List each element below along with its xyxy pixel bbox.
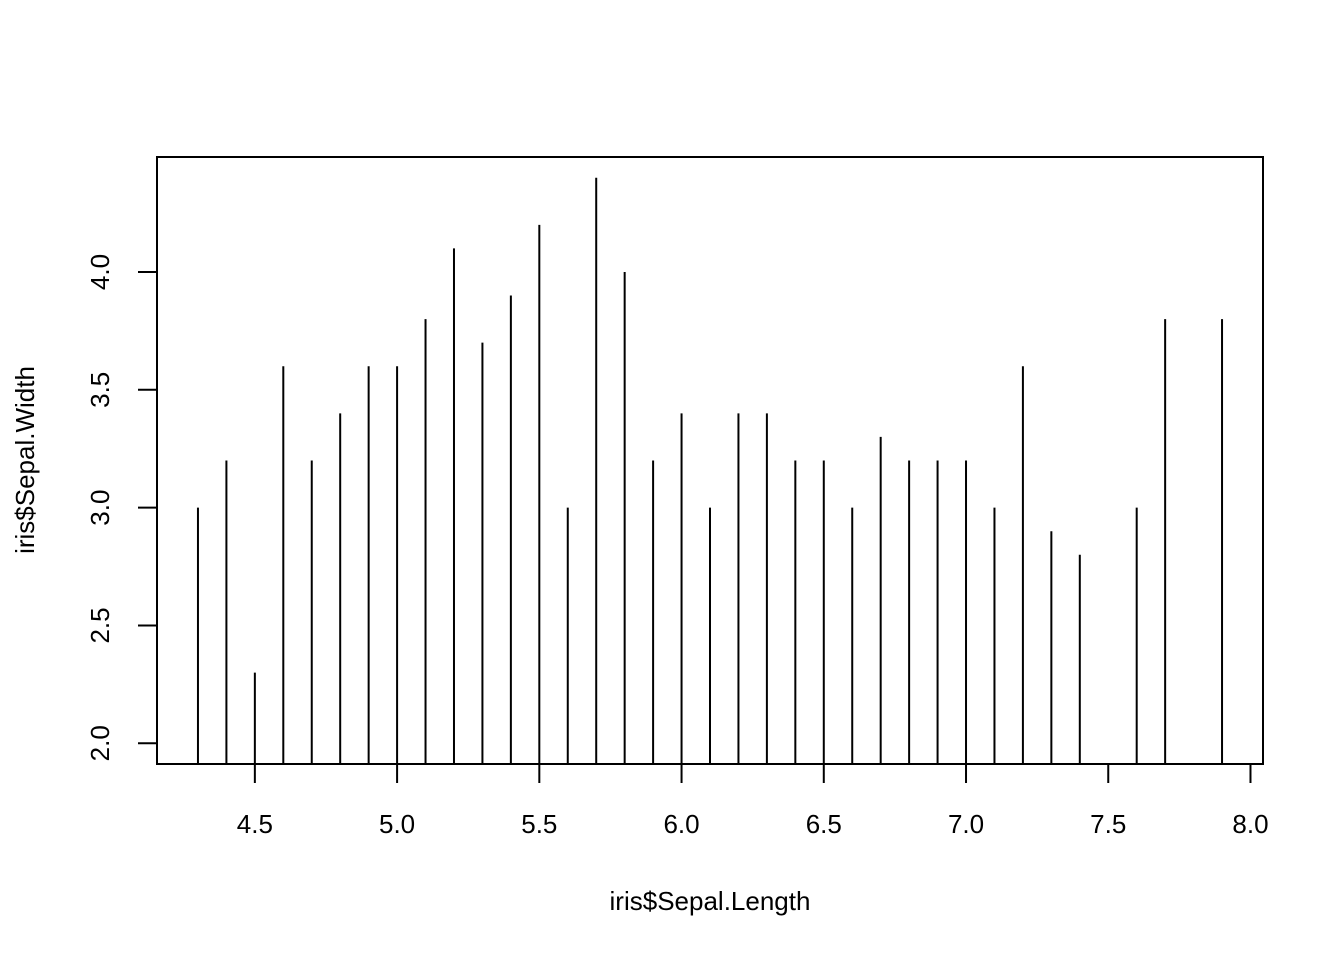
x-axis-title: iris$Sepal.Length	[610, 886, 811, 916]
spike-series	[196, 177, 1224, 764]
x-tick-label-0: 4.5	[237, 809, 273, 839]
y-tick-label-2: 3.0	[85, 490, 115, 526]
x-tick-label-5: 7.0	[948, 809, 984, 839]
x-tick-label-2: 5.5	[521, 809, 557, 839]
y-axis: 2.0 2.5 3.0 3.5 4.0	[85, 254, 158, 761]
y-tick-label-0: 2.0	[85, 725, 115, 761]
x-tick-label-3: 6.0	[663, 809, 699, 839]
x-tick-label-1: 5.0	[379, 809, 415, 839]
y-tick-label-4: 4.0	[85, 254, 115, 290]
y-tick-label-1: 2.5	[85, 607, 115, 643]
x-tick-label-6: 7.5	[1090, 809, 1126, 839]
x-axis: 4.5 5.0 5.5 6.0 6.5 7.0 7.5 8.0	[237, 763, 1269, 839]
x-tick-label-4: 6.5	[806, 809, 842, 839]
x-tick-label-7: 8.0	[1232, 809, 1268, 839]
y-axis-title: iris$Sepal.Width	[10, 366, 40, 554]
y-tick-label-3: 3.5	[85, 372, 115, 408]
